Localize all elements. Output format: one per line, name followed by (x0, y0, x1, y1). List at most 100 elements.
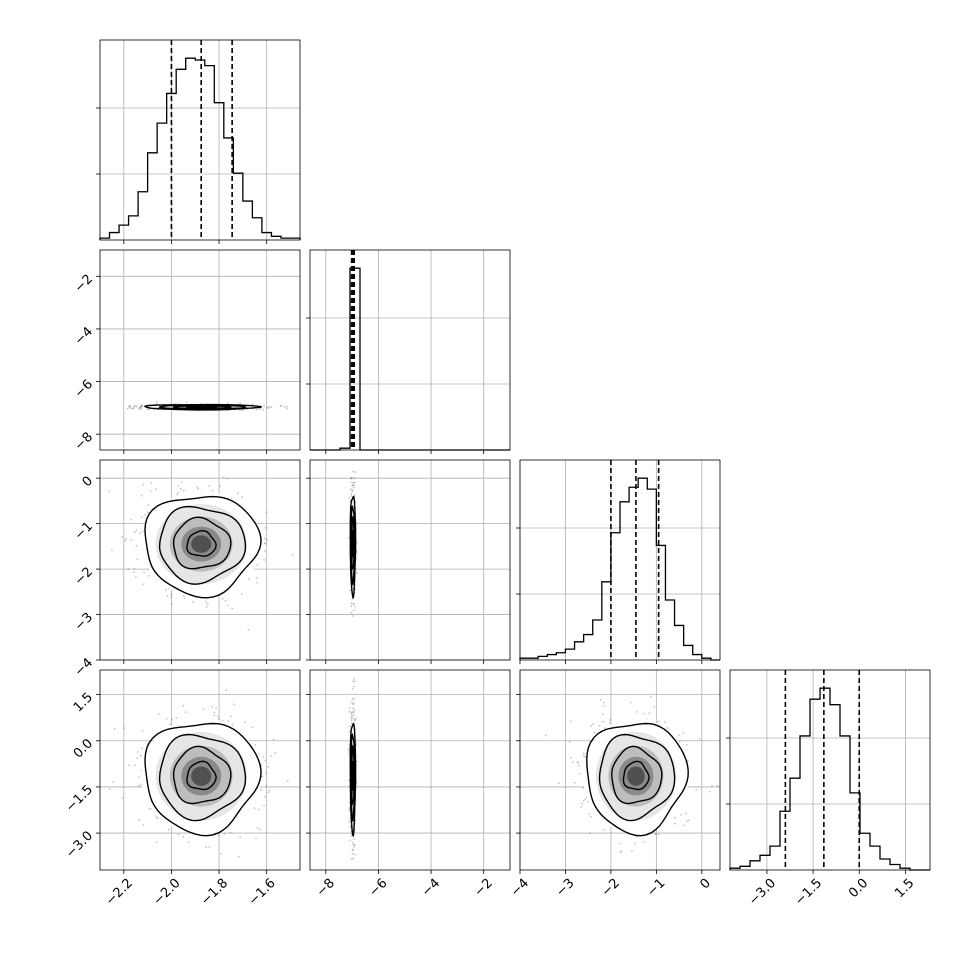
sample-point (185, 401, 188, 403)
sample-point (231, 723, 234, 726)
sample-point (350, 605, 353, 608)
sample-point (667, 728, 670, 731)
sample-point (654, 832, 657, 835)
sample-point (137, 751, 139, 753)
sample-point (200, 402, 203, 405)
sample-point (304, 836, 306, 838)
sample-point (148, 807, 151, 810)
sample-point (135, 529, 138, 532)
sample-point (255, 408, 258, 411)
x-tick-label: 1.5 (892, 876, 917, 901)
sample-point (217, 834, 220, 837)
sample-point (108, 788, 111, 791)
panel-frame (729, 669, 931, 871)
sample-point (226, 402, 229, 405)
sample-point (351, 484, 354, 487)
sample-point (261, 775, 263, 778)
sample-point (352, 707, 354, 709)
sample-point (349, 589, 352, 592)
sample-point (657, 720, 660, 723)
panel-frame (99, 39, 301, 241)
x-tick-label: −2 (472, 876, 496, 900)
sample-point (177, 485, 180, 487)
sample-point (353, 486, 355, 489)
sample-point (253, 807, 256, 810)
sample-point (259, 828, 262, 831)
sample-point (351, 477, 353, 479)
sample-point (205, 846, 207, 849)
sample-point (350, 701, 353, 704)
sample-point (197, 488, 200, 490)
sample-point (223, 832, 226, 835)
panel-background (310, 670, 510, 870)
sample-point (135, 404, 137, 407)
sample-point (264, 542, 267, 545)
sample-point (682, 732, 684, 734)
sample-point (148, 408, 151, 411)
histogram-step-3 (729, 687, 930, 871)
sample-point (353, 718, 356, 720)
sample-point (354, 853, 357, 856)
contour-line-2 (598, 733, 676, 822)
sample-point (352, 703, 355, 706)
sample-point (124, 539, 126, 542)
sample-point (636, 835, 638, 838)
sample-point (170, 596, 172, 598)
sample-point (352, 711, 354, 713)
sample-point (135, 576, 137, 578)
sample-point (686, 820, 688, 823)
sample-point (355, 557, 358, 560)
sample-point (583, 755, 585, 758)
sample-point (576, 761, 579, 764)
sample-point (128, 406, 131, 409)
sample-point (352, 857, 355, 860)
sample-point (708, 790, 711, 793)
sample-point (224, 600, 227, 602)
sample-point (247, 578, 250, 581)
sample-point (353, 677, 356, 680)
sample-point (141, 404, 144, 407)
sample-point (630, 701, 632, 704)
sample-point (350, 835, 353, 837)
sample-point (155, 816, 158, 818)
sample-point (146, 408, 149, 410)
sample-point (352, 603, 355, 605)
sample-point (187, 841, 190, 843)
sample-point (205, 606, 208, 608)
sample-point (139, 532, 141, 535)
sample-point (251, 726, 254, 729)
sample-point (351, 598, 354, 601)
sample-point (352, 615, 354, 617)
x-tick-label: −3.0 (746, 876, 779, 909)
sample-point (350, 858, 353, 861)
sample-point (155, 841, 158, 844)
sample-point (135, 405, 138, 408)
contour-line-1 (611, 745, 663, 805)
sample-point (355, 572, 358, 574)
sample-point (111, 549, 113, 552)
y-tick-label: −3.0 (63, 829, 96, 862)
sample-point (643, 712, 646, 715)
sample-point (146, 511, 149, 514)
contour-line-3 (144, 495, 262, 599)
sample-point (352, 470, 354, 473)
marginal-panel-1 (306, 249, 511, 454)
sample-point (590, 725, 593, 727)
sample-point (348, 710, 351, 713)
sample-point (192, 600, 195, 603)
sample-point (350, 713, 353, 716)
sample-point (140, 754, 143, 757)
sample-point (149, 490, 152, 493)
sample-point (581, 802, 583, 805)
sample-point (137, 776, 140, 778)
sample-point (678, 740, 681, 743)
pair-panel-1-2 (306, 459, 511, 664)
sample-point (131, 407, 134, 410)
contour-line-0 (622, 760, 650, 791)
sample-point (135, 544, 138, 547)
sample-point (129, 407, 132, 410)
sample-point (221, 719, 224, 722)
sample-point (266, 406, 269, 409)
sample-point (350, 712, 353, 714)
sample-point (584, 798, 587, 801)
